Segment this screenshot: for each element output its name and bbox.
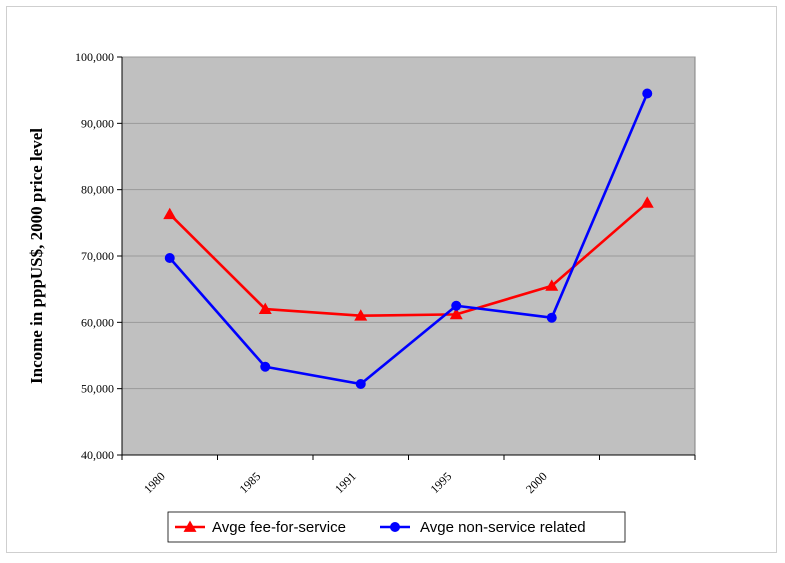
series-line [168, 92, 649, 386]
data-point [640, 196, 654, 208]
y-tick-label: 70,000 [81, 249, 114, 263]
data-point [546, 312, 557, 323]
data-point [449, 307, 463, 320]
y-tick-label: 50,000 [81, 382, 114, 396]
series-line [168, 201, 649, 318]
gridlines [122, 56, 695, 390]
data-point [163, 207, 177, 220]
data-point [355, 379, 366, 390]
legend-marker [183, 520, 197, 532]
y-tick-label: 90,000 [81, 116, 114, 130]
legend-label: Avge non-service related [420, 519, 586, 536]
data-series [163, 88, 654, 390]
data-point [451, 300, 462, 311]
x-tick-labels: 1980 1985 1991 1995 2000 [121, 455, 696, 496]
x-tick-label: 1985 [237, 469, 264, 496]
y-tick-label: 40,000 [81, 448, 114, 462]
legend-marker [390, 522, 400, 532]
data-point [260, 361, 271, 372]
x-tick-label: 2000 [523, 469, 550, 496]
legend-label: Avge fee-for-service [212, 519, 346, 536]
legend: Avge fee-for-service Avge non-service rel… [167, 511, 626, 543]
y-tick-label: 60,000 [81, 315, 114, 329]
x-tick-label: 1980 [141, 469, 168, 496]
data-point [354, 309, 368, 321]
data-point [164, 252, 175, 263]
x-tick-label: 1995 [428, 469, 455, 496]
series-2 [164, 88, 653, 390]
y-tick-label: 80,000 [81, 183, 114, 197]
data-point [642, 88, 653, 99]
y-tick-labels: 40,000 50,000 60,000 70,000 80,000 90,000 100,… [75, 50, 122, 462]
data-point [258, 302, 272, 314]
y-axis-label: Income in pppUS$, 2000 price level [27, 128, 46, 384]
x-tick-label: 1991 [332, 469, 359, 496]
y-tick-label: 100,000 [75, 50, 114, 64]
series-1 [163, 196, 654, 321]
data-point [545, 279, 559, 291]
